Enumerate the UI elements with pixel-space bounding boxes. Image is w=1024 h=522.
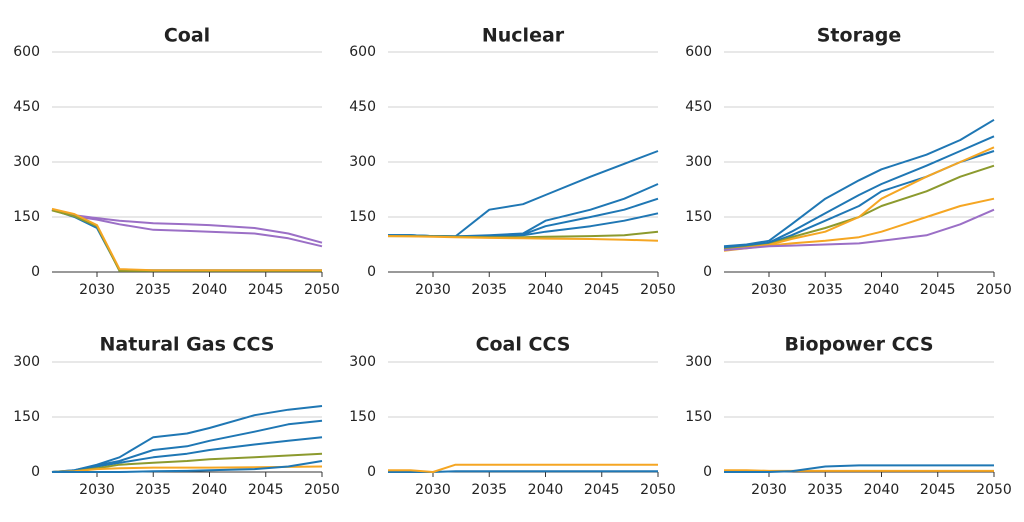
series-line xyxy=(51,436,323,473)
x-tick-label: 2035 xyxy=(807,482,843,498)
series-line xyxy=(51,405,323,473)
x-tick-label: 2050 xyxy=(640,282,676,298)
x-tick-label: 2045 xyxy=(584,282,620,298)
y-tick-label: 600 xyxy=(685,44,712,60)
x-tick-label: 2035 xyxy=(135,282,171,298)
y-tick-label: 300 xyxy=(13,354,40,370)
x-tick-label: 2030 xyxy=(415,482,451,498)
x-tick-label: 2050 xyxy=(976,482,1012,498)
y-tick-label: 300 xyxy=(349,354,376,370)
series-line xyxy=(387,235,659,242)
x-tick-label: 2030 xyxy=(415,282,451,298)
y-tick-label: 150 xyxy=(685,409,712,425)
series-line xyxy=(388,463,658,473)
y-tick-label: 300 xyxy=(685,354,712,370)
y-tick-label: 0 xyxy=(703,464,712,480)
y-tick-label: 600 xyxy=(349,44,376,60)
y-tick-label: 150 xyxy=(13,209,40,225)
x-tick-label: 2045 xyxy=(248,482,284,498)
x-tick-label: 2030 xyxy=(751,282,787,298)
x-tick-label: 2045 xyxy=(248,282,284,298)
y-tick-label: 0 xyxy=(31,464,40,480)
x-tick-label: 2045 xyxy=(920,282,956,298)
series-line xyxy=(388,150,659,238)
y-tick-label: 450 xyxy=(13,99,40,115)
y-tick-label: 300 xyxy=(349,154,376,170)
y-tick-label: 150 xyxy=(349,409,376,425)
x-tick-label: 2040 xyxy=(192,282,228,298)
y-tick-label: 450 xyxy=(685,99,712,115)
x-tick-label: 2030 xyxy=(751,482,787,498)
series-line xyxy=(723,118,995,248)
x-tick-label: 2045 xyxy=(584,482,620,498)
y-tick-label: 0 xyxy=(367,464,376,480)
y-tick-label: 150 xyxy=(349,209,376,225)
y-tick-label: 0 xyxy=(31,264,40,280)
series-line xyxy=(723,135,995,249)
x-tick-label: 2040 xyxy=(192,482,228,498)
panel-title: Coal CCS xyxy=(476,334,571,356)
series-line xyxy=(724,464,994,473)
panel-title: Storage xyxy=(817,25,902,47)
y-tick-label: 300 xyxy=(685,154,712,170)
y-tick-label: 150 xyxy=(685,209,712,225)
y-tick-label: 600 xyxy=(13,44,40,60)
series-line xyxy=(51,208,323,248)
x-tick-label: 2030 xyxy=(79,282,115,298)
y-tick-label: 150 xyxy=(13,409,40,425)
x-tick-label: 2035 xyxy=(471,282,507,298)
x-tick-label: 2050 xyxy=(976,282,1012,298)
panel-title: Nuclear xyxy=(482,25,565,47)
x-tick-label: 2040 xyxy=(528,282,564,298)
series-line xyxy=(51,207,322,272)
x-tick-label: 2040 xyxy=(864,482,900,498)
panel-title: Biopower CCS xyxy=(784,334,933,356)
y-tick-label: 300 xyxy=(13,154,40,170)
x-tick-label: 2050 xyxy=(640,482,676,498)
series-line xyxy=(724,469,994,472)
x-tick-label: 2045 xyxy=(920,482,956,498)
y-tick-label: 450 xyxy=(349,99,376,115)
series-line xyxy=(51,419,323,473)
panel-title: Natural Gas CCS xyxy=(100,334,275,356)
x-tick-label: 2035 xyxy=(135,482,171,498)
x-tick-label: 2035 xyxy=(471,482,507,498)
x-tick-label: 2050 xyxy=(304,482,340,498)
y-tick-label: 0 xyxy=(367,264,376,280)
y-tick-label: 0 xyxy=(703,264,712,280)
x-tick-label: 2040 xyxy=(864,282,900,298)
series-line xyxy=(723,208,995,251)
x-tick-label: 2030 xyxy=(79,482,115,498)
series-line xyxy=(723,146,995,251)
x-tick-label: 2050 xyxy=(304,282,340,298)
series-line xyxy=(51,208,323,244)
panel-title: Coal xyxy=(164,25,210,47)
x-tick-label: 2040 xyxy=(528,482,564,498)
series-line xyxy=(52,460,323,473)
x-tick-label: 2035 xyxy=(807,282,843,298)
